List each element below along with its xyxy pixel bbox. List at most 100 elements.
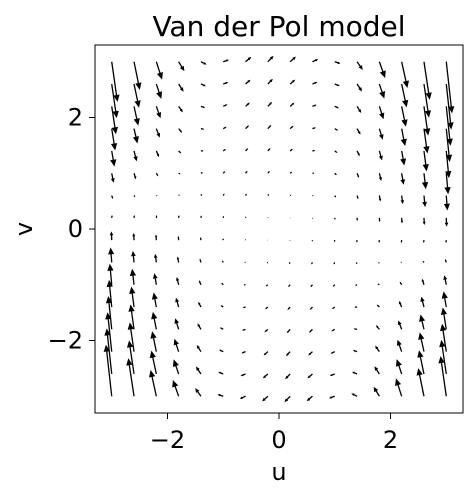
field-arrow <box>172 379 180 397</box>
field-arrow <box>356 83 363 92</box>
field-arrow <box>265 284 269 287</box>
field-arrow <box>222 193 225 196</box>
field-arrow <box>149 370 157 397</box>
field-arrow <box>108 247 115 263</box>
field-arrow <box>217 394 224 397</box>
field-arrow <box>289 194 292 197</box>
field-arrow <box>245 56 252 63</box>
field-arrow <box>195 366 202 375</box>
field-arrow <box>355 262 358 265</box>
field-arrow <box>242 328 246 331</box>
field-arrow <box>334 217 336 220</box>
field-arrow <box>245 170 248 174</box>
field-arrow <box>355 284 358 286</box>
field-arrow <box>378 150 383 161</box>
field-arrow <box>395 359 403 375</box>
field-arrow <box>110 128 118 151</box>
field-arrow <box>399 281 403 286</box>
field-arrow <box>222 260 224 263</box>
field-arrow <box>356 172 360 178</box>
field-arrow <box>356 61 363 70</box>
field-arrow <box>400 173 406 185</box>
field-arrow <box>200 172 203 174</box>
field-arrow <box>330 351 336 354</box>
field-arrow <box>132 232 136 241</box>
field-arrow <box>195 388 202 397</box>
field-arrow <box>333 262 336 265</box>
field-arrow <box>289 79 296 85</box>
field-arrow <box>172 359 180 375</box>
field-arrow <box>423 83 432 118</box>
field-arrow <box>263 351 269 356</box>
field-arrow <box>289 262 291 264</box>
field-arrow <box>420 296 425 308</box>
x-tick-label: −2 <box>150 426 185 454</box>
field-arrow <box>267 78 273 85</box>
field-arrow <box>423 128 430 154</box>
field-arrow <box>178 83 184 92</box>
field-arrow <box>133 195 136 198</box>
field-arrow <box>149 350 157 375</box>
field-arrow <box>105 296 113 330</box>
field-arrow <box>219 327 224 330</box>
field-arrow <box>400 128 407 147</box>
field-arrow <box>264 328 269 333</box>
field-arrow <box>332 284 336 287</box>
field-arrow <box>441 291 448 308</box>
field-arrow <box>178 172 181 175</box>
field-arrow <box>197 323 202 330</box>
field-arrow <box>306 395 313 402</box>
field-arrow <box>440 307 448 330</box>
field-arrow <box>443 195 450 211</box>
field-arrow <box>439 339 447 375</box>
field-arrow <box>222 171 226 174</box>
field-arrow <box>289 239 291 241</box>
field-arrow <box>155 61 163 80</box>
field-arrow <box>400 240 403 243</box>
field-arrow <box>334 128 339 131</box>
field-arrow <box>178 194 180 197</box>
field-arrow <box>289 56 296 63</box>
field-arrow <box>110 150 117 167</box>
field-arrow <box>262 395 269 402</box>
field-arrow <box>107 263 114 285</box>
field-arrow <box>445 61 455 114</box>
field-arrow <box>200 215 202 218</box>
field-arrow <box>312 81 318 85</box>
field-arrow <box>422 260 425 263</box>
field-arrow <box>312 59 319 63</box>
field-arrow <box>154 234 158 241</box>
field-arrow <box>334 105 339 109</box>
field-arrow <box>222 238 224 241</box>
field-arrow <box>395 378 403 397</box>
field-arrow <box>445 128 453 162</box>
field-arrow <box>289 148 293 152</box>
field-arrow <box>288 284 291 287</box>
field-arrow <box>173 338 180 352</box>
field-arrow <box>265 306 269 310</box>
field-arrow <box>334 195 336 198</box>
field-arrow <box>378 106 385 120</box>
field-arrow <box>199 258 202 263</box>
field-arrow <box>128 304 135 330</box>
field-arrow <box>378 128 384 140</box>
field-arrow <box>312 127 316 130</box>
field-arrow <box>155 215 158 218</box>
field-arrow <box>111 61 120 102</box>
field-arrow <box>445 106 453 146</box>
field-arrow <box>178 150 182 154</box>
field-arrow <box>354 306 358 308</box>
field-arrow <box>311 217 314 219</box>
field-arrow <box>127 322 135 352</box>
field-arrow <box>151 311 158 330</box>
field-arrow <box>174 318 180 330</box>
field-arrow <box>222 104 228 107</box>
field-arrow <box>132 128 139 144</box>
x-tick-label: 0 <box>271 426 286 454</box>
field-arrow <box>311 262 314 265</box>
field-arrow <box>356 150 360 157</box>
field-arrow <box>334 150 338 153</box>
field-arrow <box>289 102 295 107</box>
field-arrow <box>133 173 137 180</box>
field-arrow <box>244 193 247 196</box>
